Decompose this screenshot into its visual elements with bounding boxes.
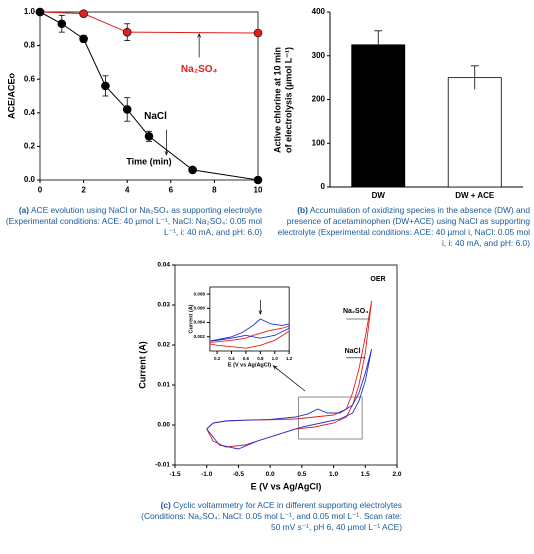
y-tick-label: 0.0 (24, 175, 36, 184)
plot-frame (39, 11, 259, 181)
chart-a: 0.0 0.2 0.4 0.6 0.8 1.0 0 2 4 6 8 10 Time (min) ACE/A… (6, 7, 263, 195)
series-label: NaCl (144, 111, 167, 122)
x-tick-label: 0.8 (257, 356, 264, 361)
y-tick-label: 0.8 (24, 41, 36, 50)
x-axis-label: E (V vs Ag/AgCl) (251, 481, 322, 491)
x-tick-label: 0.2 (214, 356, 221, 361)
arrow (273, 365, 306, 392)
caption-a: (a) ACE evolution using NaCl or Na₂SO₄ a… (4, 205, 262, 238)
caption-text: Accumulation of oxidizing species in the… (277, 205, 530, 248)
marker (101, 81, 110, 91)
arrow-head (197, 32, 202, 38)
marker (122, 27, 132, 37)
y-axis-label: Current (A) (188, 304, 194, 333)
caption-label: (c) (160, 500, 171, 510)
x-tick-label: 0.0 (266, 471, 275, 478)
arrow-head (272, 365, 278, 370)
y-axis-label: of electrolysis (µmol L⁻¹) (283, 47, 293, 153)
y-tick-label: 0.002 (194, 334, 206, 339)
error-bar (470, 65, 479, 90)
x-tick-label: 0.4 (228, 356, 235, 361)
x-tick-label: 2.0 (392, 471, 401, 478)
y-tick-label: 0.6 (24, 74, 36, 83)
arrow-head (258, 310, 263, 315)
y-tick-label: 0.01 (157, 382, 170, 389)
x-tick-label: DW (372, 191, 386, 200)
y-tick-label: 0.008 (194, 291, 206, 296)
x-axis-label: Time (min) (126, 156, 171, 166)
y-tick-label: 0.006 (194, 306, 206, 311)
x-tick-label: 0.5 (297, 471, 306, 478)
x-tick-label: 4 (125, 186, 130, 195)
marker (144, 132, 154, 141)
marker (35, 7, 45, 17)
plot-frame (209, 286, 290, 352)
y-axis-label: Active chlorine at 10 min (272, 47, 282, 153)
y-tick-label: 1.0 (24, 7, 36, 16)
y-tick-label: 300 (312, 51, 326, 60)
caption-label: (b) (297, 205, 308, 215)
y-tick-label: 400 (312, 7, 326, 16)
y-tick-label: 200 (312, 95, 326, 104)
x-tick-label: -1.5 (169, 471, 181, 478)
x-tick-label: -1.0 (201, 471, 213, 478)
caption-label: (a) (18, 205, 30, 215)
series-label: Na₂SO₄ (181, 64, 218, 75)
x-tick-label: 0 (38, 186, 43, 195)
error-bar (374, 30, 383, 59)
marker (122, 105, 132, 114)
y-tick-label: 0.04 (157, 262, 170, 269)
marker (57, 19, 67, 29)
series-line (39, 11, 259, 181)
series-label: Na₂SO₄ (343, 308, 369, 315)
annotation: OER (370, 276, 385, 283)
x-tick-label: 1.5 (361, 471, 370, 478)
x-tick-label: -0.5 (233, 471, 245, 478)
caption-c: (c) Cyclic voltammetry for ACE in differ… (140, 500, 402, 533)
x-tick-label: 8 (212, 186, 217, 195)
y-tick-label: 0.03 (157, 302, 170, 309)
y-tick-label: 100 (312, 138, 326, 147)
marker (188, 165, 197, 175)
y-tick-label: 0.00 (157, 422, 170, 429)
caption-text: ACE evolution using NaCl or Na₂SO₄ as su… (5, 205, 262, 237)
x-tick-label: 1.0 (272, 356, 279, 361)
marker (253, 28, 263, 38)
series-line (209, 318, 290, 342)
y-tick-label: 0.2 (24, 142, 36, 151)
marker (79, 34, 88, 44)
zoom-box (298, 396, 363, 440)
y-tick-label: -0.01 (155, 462, 170, 469)
marker (79, 9, 88, 18)
series-label: NaCl (345, 348, 361, 355)
y-axis-label: Current (A) (137, 341, 147, 389)
x-tick-label: 6 (169, 186, 174, 195)
series-line (206, 348, 373, 450)
x-tick-label: DW + ACE (455, 191, 495, 200)
x-axis-label: E (V vs Ag/AgCl) (228, 362, 271, 368)
y-tick-label: 0 (321, 182, 326, 191)
arrow-head (164, 150, 169, 156)
chart-b: 0 100 200 300 400 DW DW + ACE Active chlorine a… (272, 7, 523, 200)
chart-c: -0.01 0.00 0.01 0.02 0.03 0.04 -1.5 -1.0 -0.5 0.0… (137, 262, 402, 492)
series-line (39, 11, 259, 34)
y-tick-label: 0.4 (24, 108, 36, 117)
y-tick-label: 0.02 (157, 342, 170, 349)
x-tick-label: 0.6 (243, 356, 250, 361)
x-tick-label: 1.0 (329, 471, 338, 478)
bar (351, 44, 406, 188)
bar (447, 77, 502, 188)
y-tick-label: 0.004 (194, 320, 206, 325)
x-tick-label: 1.2 (286, 356, 293, 361)
x-tick-label: 10 (254, 186, 263, 195)
marker (253, 175, 263, 185)
caption-b: (b) Accumulation of oxidizing species in… (272, 205, 530, 249)
y-axis-label: ACE/ACEo (6, 73, 16, 120)
caption-text: Cyclic voltammetry for ACE in different … (141, 500, 402, 532)
x-tick-label: 2 (81, 186, 86, 195)
